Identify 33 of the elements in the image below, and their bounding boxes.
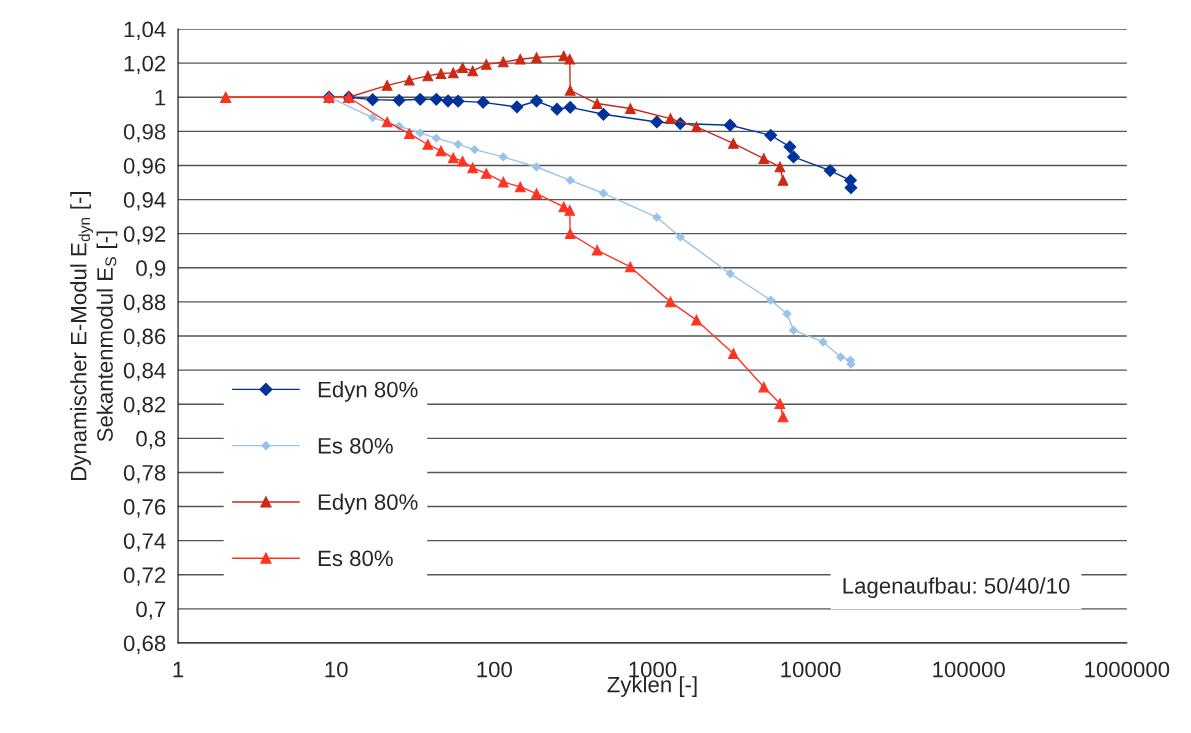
y-tick-label: 0,74 (123, 533, 166, 552)
y-tick-label: 0,9 (136, 260, 166, 279)
legend-label: Edyn 80% (318, 493, 418, 515)
y-tick-label: 0,96 (123, 158, 166, 177)
y-tick-label: 0,68 (123, 635, 166, 654)
y-tick-label: 0,7 (136, 601, 166, 620)
y-tick-label: 0,94 (123, 192, 166, 211)
x-axis-title: Zyklen [-] (607, 676, 697, 697)
y-tick-label: 1,02 (124, 55, 166, 75)
y-tick-label: 0,76 (123, 499, 166, 518)
legend-label: Es 80% (318, 437, 393, 454)
x-tick-label: 10 (325, 661, 348, 678)
x-tick-label: 10000 (781, 661, 841, 678)
y-tick-label: 0,78 (123, 464, 166, 484)
y-tick-label: 0,98 (123, 123, 166, 143)
x-tick-label: 100 (477, 661, 512, 678)
y-tick-label: 1 (155, 90, 166, 106)
legend-label: Edyn 80% (318, 381, 418, 402)
y-tick-label: 0,82 (123, 396, 166, 416)
y-tick-label: 0,86 (123, 328, 166, 347)
y-tick-label: 0,8 (136, 430, 166, 450)
text: Dynamischer E-Modul E$_{dyn}$ [-] Sekantenmodul E$_{S}$ [-] (70, 191, 118, 480)
y-tick-label: 1,04 (124, 21, 166, 40)
y-tick-label: 0,84 (123, 362, 166, 382)
x-tick-label: 1 (173, 661, 184, 678)
y-tick-label: 0,88 (123, 294, 166, 313)
y-tick-label: 0,92 (123, 226, 166, 245)
y-tick-label: 0,72 (123, 567, 166, 586)
legend-label: Es 80% (318, 550, 393, 567)
x-tick-label: 1000 (629, 661, 677, 678)
annotation: Lagenaufbau: 50/40/10 (843, 577, 1070, 599)
x-tick-label: 1000000 (1085, 661, 1170, 678)
x-tick-label: 100000 (933, 661, 1005, 678)
